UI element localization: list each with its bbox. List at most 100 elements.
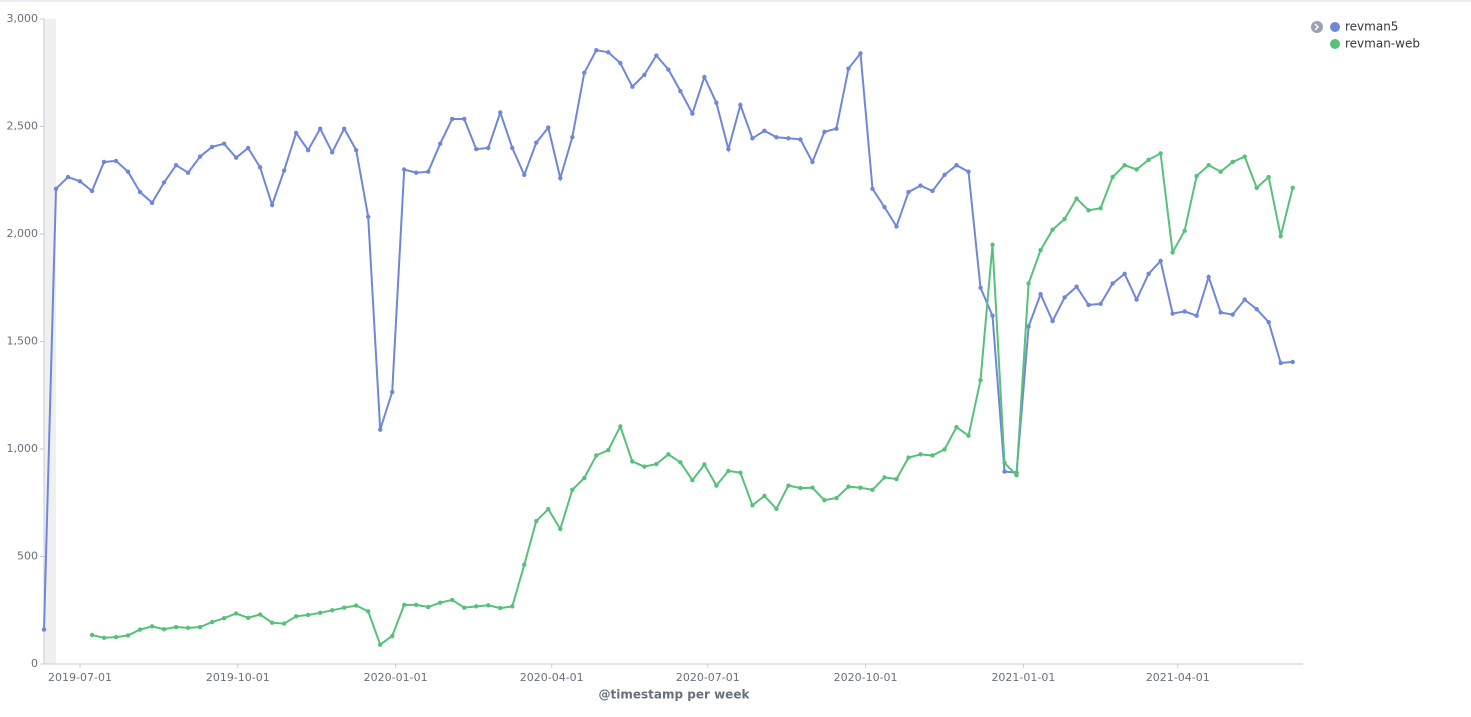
data-point xyxy=(1254,307,1259,312)
data-point xyxy=(281,168,287,173)
data-point xyxy=(1062,295,1067,300)
legend-toggle-arrow xyxy=(1314,23,1320,31)
data-point xyxy=(1182,228,1187,233)
data-point xyxy=(113,158,119,164)
data-point xyxy=(389,389,395,395)
x-tick-label: 2020-01-01 xyxy=(364,671,428,684)
data-point xyxy=(510,604,515,609)
data-point xyxy=(353,147,359,153)
data-point xyxy=(125,633,131,638)
data-point xyxy=(450,597,455,603)
data-point xyxy=(1158,151,1163,156)
data-point xyxy=(858,51,863,56)
data-point xyxy=(1218,310,1223,315)
y-tick-label: 0 xyxy=(31,657,38,670)
data-point xyxy=(77,179,83,184)
data-point xyxy=(834,126,839,131)
data-point xyxy=(546,125,551,130)
data-point xyxy=(930,453,935,458)
data-point xyxy=(365,214,371,219)
x-tick-label: 2020-07-01 xyxy=(676,671,740,684)
data-point xyxy=(41,627,47,632)
data-point xyxy=(101,635,107,640)
data-point xyxy=(329,608,335,613)
data-point xyxy=(1098,206,1103,211)
data-point xyxy=(161,180,167,185)
data-point xyxy=(1002,460,1007,466)
data-point xyxy=(942,447,947,452)
data-point xyxy=(257,165,263,170)
data-point xyxy=(522,562,527,567)
data-point xyxy=(678,460,683,465)
data-point xyxy=(1266,319,1271,325)
data-point xyxy=(570,135,575,140)
data-point xyxy=(329,150,335,155)
data-point xyxy=(1194,173,1199,179)
data-point xyxy=(894,224,899,229)
y-tick-label: 1,000 xyxy=(7,442,39,455)
data-point xyxy=(498,605,503,611)
data-point xyxy=(125,169,131,174)
data-point xyxy=(281,621,287,626)
data-point xyxy=(269,620,275,625)
data-point xyxy=(750,503,755,508)
x-tick-label: 2020-10-01 xyxy=(834,671,898,684)
data-point xyxy=(414,602,419,608)
data-point xyxy=(666,452,671,457)
data-point xyxy=(702,462,707,467)
data-point xyxy=(690,477,695,483)
data-point xyxy=(1146,271,1151,276)
data-point xyxy=(738,102,743,108)
data-point xyxy=(762,128,767,133)
data-point xyxy=(606,50,611,55)
data-point xyxy=(353,603,359,608)
data-point xyxy=(1014,473,1019,478)
data-point xyxy=(618,60,623,66)
data-point xyxy=(918,452,923,457)
data-point xyxy=(414,170,419,175)
data-point xyxy=(185,625,191,631)
data-point xyxy=(966,433,971,438)
data-point xyxy=(606,447,611,453)
data-point xyxy=(486,603,491,608)
data-point xyxy=(1218,169,1223,174)
data-point xyxy=(1170,250,1175,255)
data-point xyxy=(822,497,827,503)
data-point xyxy=(990,242,995,247)
data-point xyxy=(269,202,275,208)
data-point xyxy=(522,172,527,178)
data-point xyxy=(870,487,875,493)
data-point xyxy=(221,616,227,621)
x-axis-title: @timestamp per week xyxy=(599,688,751,702)
data-point xyxy=(1086,302,1091,308)
data-point xyxy=(1122,271,1127,276)
data-point xyxy=(377,642,383,647)
data-point xyxy=(870,186,875,192)
data-point xyxy=(1038,247,1043,253)
data-point xyxy=(654,53,659,58)
data-point xyxy=(402,602,407,608)
data-point xyxy=(846,66,851,71)
data-point xyxy=(954,163,959,168)
data-point xyxy=(438,141,443,146)
data-point xyxy=(858,485,863,490)
data-point xyxy=(1026,281,1031,286)
data-point xyxy=(438,600,443,605)
data-point xyxy=(918,183,923,188)
data-point xyxy=(558,175,563,181)
data-point xyxy=(317,610,323,616)
data-point xyxy=(762,493,767,499)
data-point xyxy=(642,72,647,78)
data-point xyxy=(209,144,215,150)
data-point xyxy=(510,145,515,151)
data-point xyxy=(1110,281,1115,286)
data-point xyxy=(1038,292,1043,297)
legend-swatch xyxy=(1330,39,1340,49)
data-point xyxy=(450,116,455,122)
data-point xyxy=(714,100,719,106)
data-point xyxy=(89,632,95,638)
y-tick-label: 500 xyxy=(17,550,38,563)
data-point xyxy=(1002,469,1007,474)
data-point xyxy=(426,604,431,610)
